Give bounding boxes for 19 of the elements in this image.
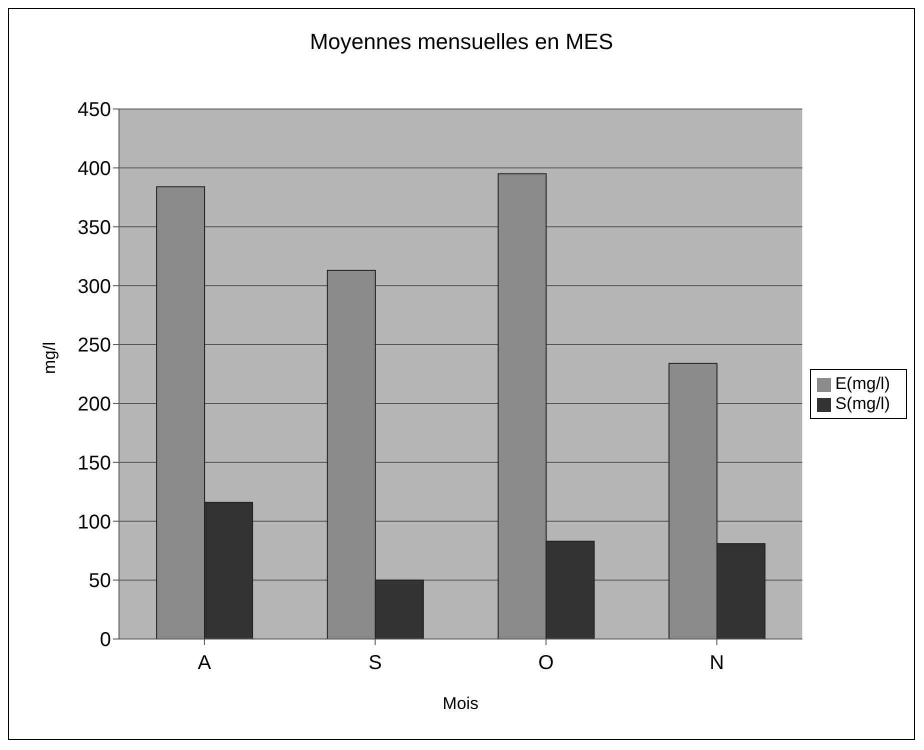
x-tick-label: O: [538, 652, 554, 674]
y-tick-label: 350: [78, 216, 111, 239]
y-tick-label: 100: [78, 511, 111, 534]
chart-title: Moyennes mensuelles en MES: [308, 29, 614, 55]
y-tick-label: 150: [78, 452, 111, 474]
x-tick-label: N: [710, 652, 724, 674]
y-tick-label: 400: [78, 158, 111, 180]
x-tick-label: A: [198, 652, 212, 674]
y-tick-label: 200: [78, 394, 111, 416]
x-axis-title: Mois: [442, 694, 479, 713]
y-tick-label: 250: [78, 334, 111, 357]
legend-label: E(mg/l): [835, 374, 890, 393]
y-axis-title: mg/l: [40, 342, 60, 374]
legend-label: S(mg/l): [835, 394, 890, 413]
x-tick-label: S: [368, 652, 382, 674]
y-tick-label: 300: [78, 276, 111, 298]
y-tick-label: 50: [88, 570, 111, 592]
y-tick-label: 0: [100, 629, 111, 652]
y-tick-label: 450: [78, 99, 111, 122]
